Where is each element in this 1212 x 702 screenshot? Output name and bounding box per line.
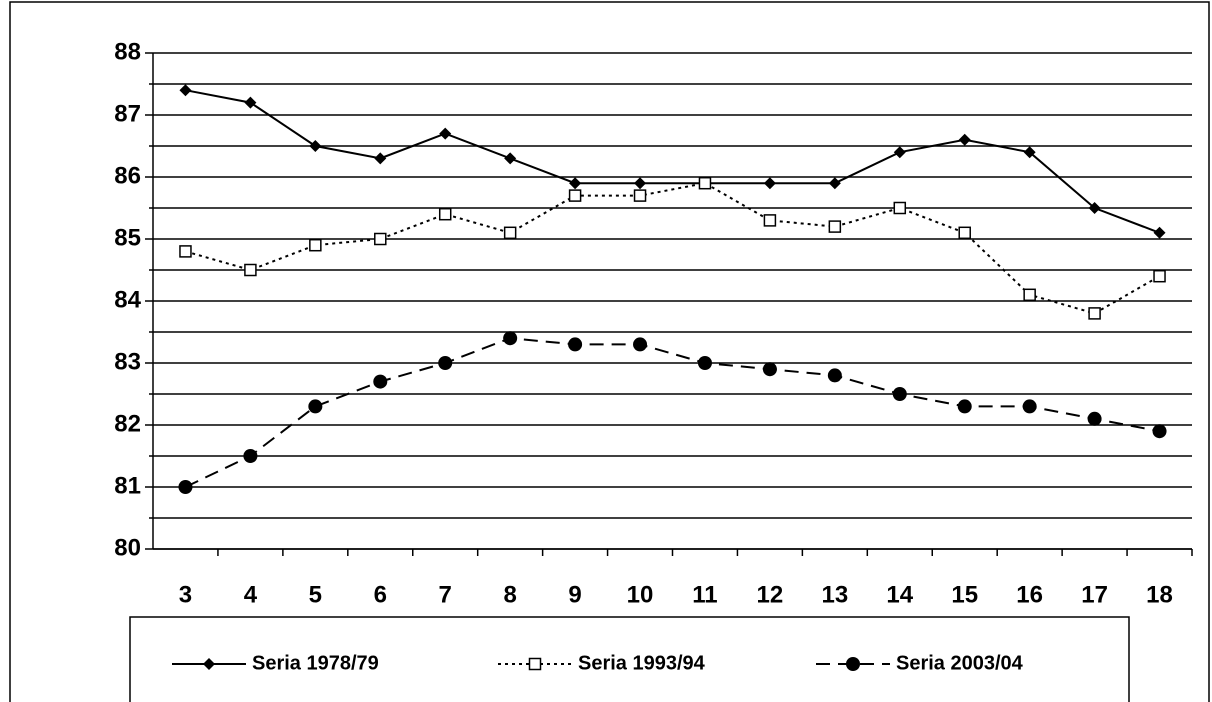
data-point [439,127,452,140]
data-point [374,152,387,165]
legend-marker [528,657,542,671]
series-line [185,89,1160,234]
data-point [827,368,842,383]
series-line [185,337,1160,488]
data-point [893,146,906,159]
data-point [569,177,582,190]
legend-marker [203,658,215,670]
y-tick-label: 83 [114,348,141,375]
y-tick-label: 86 [114,162,141,189]
x-tick-label: 8 [503,581,516,608]
data-point [893,201,907,215]
data-point [179,245,192,258]
data-point [1087,411,1102,426]
data-point [634,177,647,190]
y-tick-label: 80 [114,534,141,561]
y-tick-label: 85 [114,224,141,251]
data-point [503,331,518,346]
chart-border [9,1,1210,702]
data-point [438,207,452,221]
data-point [1088,307,1101,320]
data-point [1023,288,1036,302]
legend-label: Seria 2003/04 [896,652,1024,674]
x-tick-label: 10 [627,581,654,608]
x-tick-label: 7 [439,581,452,608]
data-point [308,399,323,414]
data-point [957,399,972,414]
data-point [374,232,387,246]
data-point [178,480,193,494]
data-point [633,189,647,202]
x-tick-label: 14 [886,581,913,608]
y-tick-label: 84 [114,286,141,313]
y-tick-label: 81 [114,472,141,499]
y-tick-label: 87 [114,100,141,127]
x-tick-label: 4 [244,581,258,608]
y-tick-label: 82 [114,410,141,437]
data-point [309,238,322,252]
data-point [1153,269,1166,283]
data-point [1153,226,1166,239]
data-point [763,214,777,227]
x-tick-label: 11 [692,581,717,608]
data-point [1023,146,1036,159]
x-tick-label: 9 [568,581,581,608]
data-point [1152,424,1167,439]
data-point [828,177,841,190]
x-tick-label: 16 [1016,581,1043,608]
data-point [698,176,712,190]
series-line [185,182,1161,315]
legend-label: Seria 1993/94 [578,652,706,674]
x-tick-label: 17 [1081,581,1108,608]
data-point [243,449,258,463]
legend-box [129,616,1130,702]
data-point [373,374,388,389]
legend-marker [846,657,860,671]
data-point [244,96,257,109]
data-point [763,177,776,190]
data-point [568,337,583,352]
data-point [568,189,582,202]
data-point [1022,399,1037,414]
x-tick-label: 3 [179,581,192,608]
x-tick-label: 18 [1146,581,1173,608]
legend-label: Seria 1978/79 [252,652,379,674]
data-point [828,220,842,233]
data-point [958,226,971,240]
data-point [503,226,517,240]
x-tick-label: 6 [374,581,387,608]
data-point [633,337,648,352]
x-tick-label: 5 [309,581,322,608]
data-point [179,84,192,97]
data-point [309,140,322,152]
x-tick-label: 12 [757,581,784,608]
data-point [504,152,517,165]
x-tick-label: 13 [821,581,848,608]
data-point [958,133,971,146]
data-point [697,356,712,370]
data-point [438,356,453,370]
x-tick-label: 15 [951,581,978,608]
data-point [762,362,777,377]
data-point [892,387,907,401]
data-point [1088,202,1101,214]
data-point [244,263,257,277]
y-tick-label: 88 [114,38,141,65]
